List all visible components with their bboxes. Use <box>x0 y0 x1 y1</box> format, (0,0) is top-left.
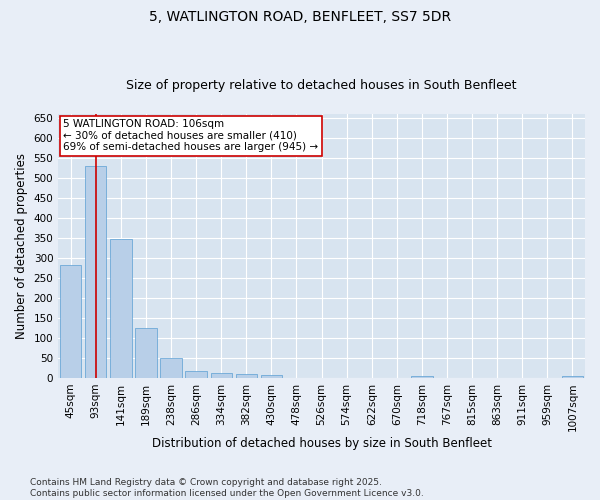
Bar <box>261 375 282 378</box>
Title: Size of property relative to detached houses in South Benfleet: Size of property relative to detached ho… <box>127 79 517 92</box>
Bar <box>185 372 207 378</box>
Text: 5, WATLINGTON ROAD, BENFLEET, SS7 5DR: 5, WATLINGTON ROAD, BENFLEET, SS7 5DR <box>149 10 451 24</box>
Bar <box>562 376 583 378</box>
Bar <box>60 265 82 378</box>
Bar <box>110 239 131 378</box>
Bar <box>411 376 433 378</box>
Bar <box>136 328 157 378</box>
Bar <box>236 374 257 378</box>
Bar <box>211 374 232 378</box>
Bar <box>85 166 106 378</box>
Text: 5 WATLINGTON ROAD: 106sqm
← 30% of detached houses are smaller (410)
69% of semi: 5 WATLINGTON ROAD: 106sqm ← 30% of detac… <box>64 120 319 152</box>
Bar <box>160 358 182 378</box>
Y-axis label: Number of detached properties: Number of detached properties <box>15 153 28 339</box>
Text: Contains HM Land Registry data © Crown copyright and database right 2025.
Contai: Contains HM Land Registry data © Crown c… <box>30 478 424 498</box>
X-axis label: Distribution of detached houses by size in South Benfleet: Distribution of detached houses by size … <box>152 437 491 450</box>
